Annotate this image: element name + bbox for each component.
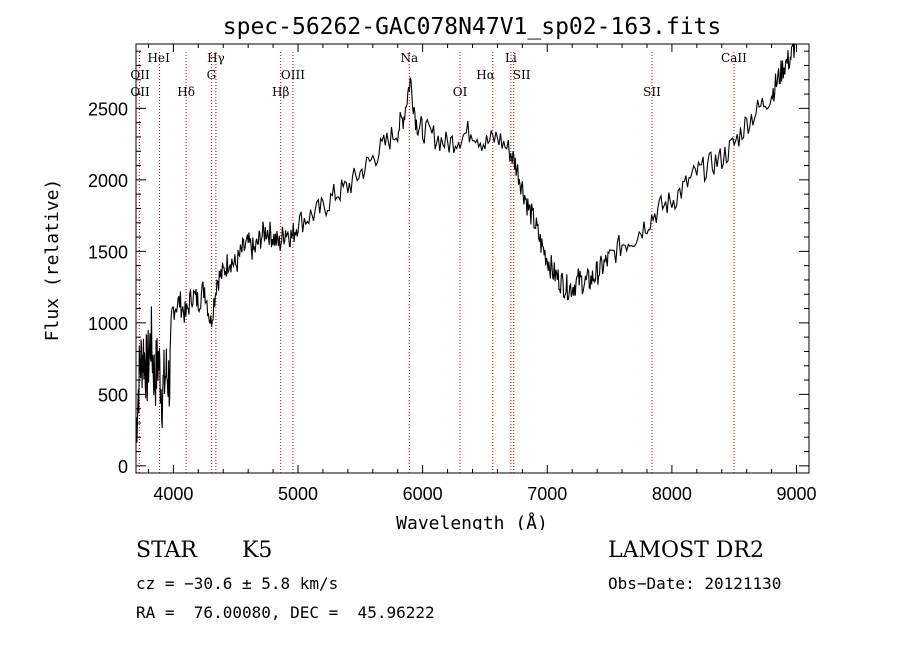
plot-frame [135, 43, 810, 474]
spectral-line-markers: OII OII HeI Hδ G Hγ Hβ OIII Na OI Hα Li SII SII CaII [130, 51, 747, 473]
axis-ticks: 4000 5000 6000 7000 8000 9000 0 500 1000 1500 2000… [88, 44, 817, 504]
spectral-line-label: OI [453, 85, 468, 99]
spectral-line-label: Li [505, 51, 517, 65]
spectral-line-label: Hδ [177, 85, 195, 99]
spectral-line-label: OIII [281, 68, 305, 82]
spectral-line-label: Hα [476, 68, 495, 82]
object-subclass: K5 [242, 538, 273, 563]
y-axis-label: Flux (relative) [42, 179, 63, 342]
object-class: STAR [136, 538, 197, 563]
spectrum-chart: spec-56262-GAC078N47V1_sp02-163.fits OII… [42, 14, 817, 530]
chart-title: spec-56262-GAC078N47V1_sp02-163.fits [223, 14, 722, 40]
spectral-line-label: OII [130, 68, 150, 82]
observation-date: Obs−Date: 20121130 [608, 574, 782, 593]
spectrum-line [135, 43, 796, 443]
spectral-line-label: CaII [721, 51, 747, 65]
survey-name: LAMOST DR2 [608, 538, 764, 563]
spectral-line-label: OII [130, 85, 150, 99]
spectral-line-label: SII [513, 68, 531, 82]
y-tick-label: 500 [98, 385, 128, 405]
x-tick-label: 8000 [652, 484, 692, 504]
y-tick-label: 0 [118, 457, 128, 477]
spectral-line-label: HeI [148, 51, 171, 65]
spectral-line-label: Na [400, 51, 418, 65]
x-tick-label: 9000 [777, 484, 817, 504]
x-tick-label: 6000 [403, 484, 443, 504]
sky-coordinates: RA = 76.00080, DEC = 45.96222 [136, 603, 435, 622]
x-tick-label: 7000 [527, 484, 567, 504]
spectral-line-label: SII [643, 85, 661, 99]
x-tick-label: 5000 [278, 484, 318, 504]
spectral-line-label: Hγ [207, 51, 225, 65]
x-tick-label: 4000 [153, 484, 193, 504]
y-tick-label: 1500 [88, 242, 128, 262]
redshift-velocity: cz = −30.6 ± 5.8 km/s [136, 574, 339, 593]
spectral-line-label: G [207, 68, 217, 82]
y-tick-label: 2500 [88, 99, 128, 119]
y-tick-label: 1000 [88, 314, 128, 334]
x-axis-label: Wavelength (Å) [396, 512, 548, 530]
spectral-line-label: Hβ [272, 85, 289, 99]
y-tick-label: 2000 [88, 171, 128, 191]
